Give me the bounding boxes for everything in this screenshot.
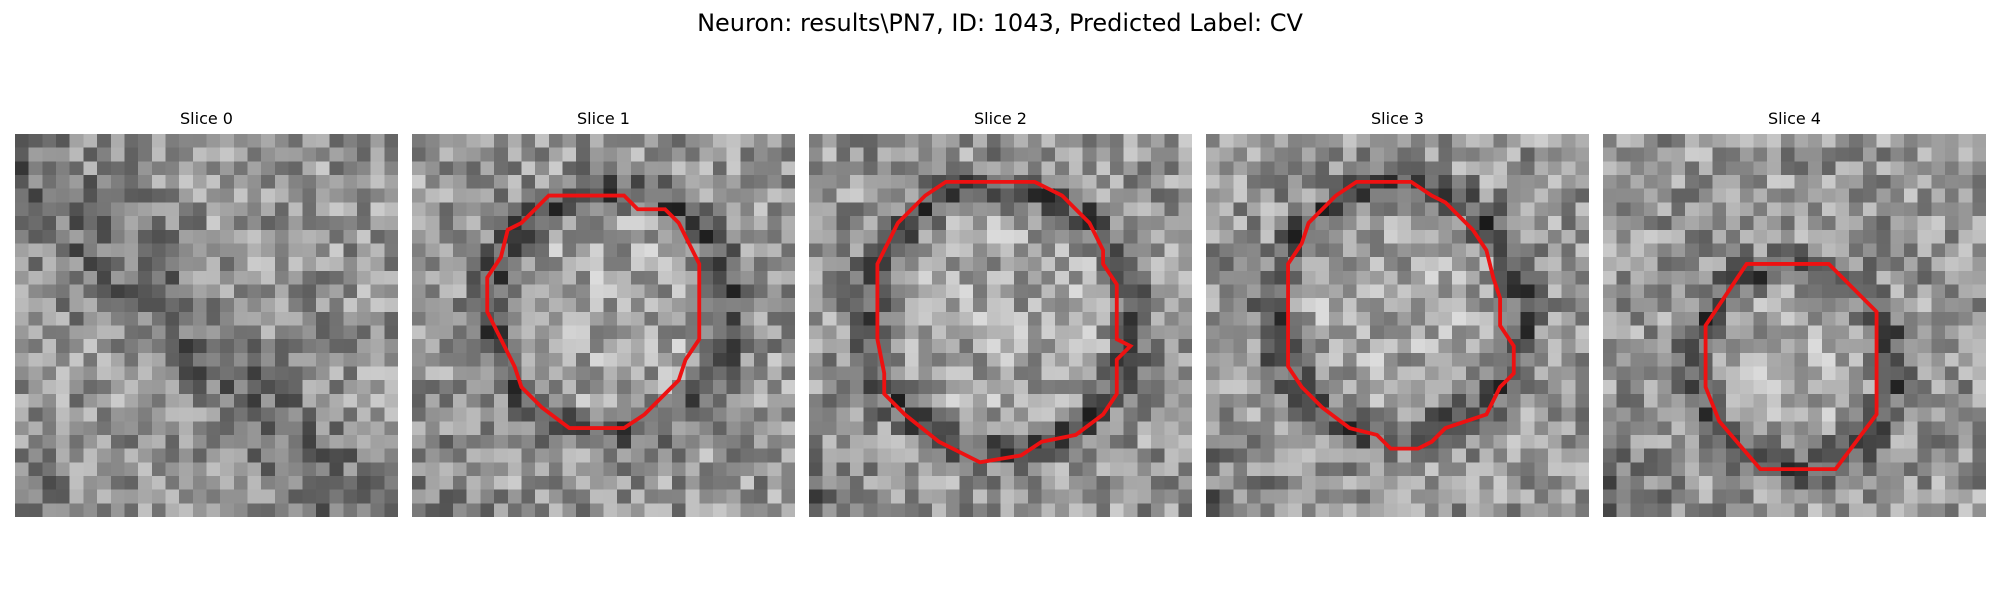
slice-pixels	[412, 134, 795, 517]
segmentation-contour	[1286, 179, 1516, 451]
figure-title: Neuron: results\PN7, ID: 1043, Predicted…	[697, 9, 1303, 37]
slice-title: Slice 0	[180, 109, 233, 128]
slice-pixels	[1603, 134, 1986, 517]
slice-title: Slice 2	[974, 109, 1027, 128]
slice-title: Slice 3	[1371, 109, 1424, 128]
slice-image	[809, 134, 1192, 517]
slice-pixels	[1206, 134, 1589, 517]
slice-image	[15, 134, 398, 517]
slice-image	[412, 134, 795, 517]
slice-image	[1603, 134, 1986, 517]
slice-pixels	[809, 134, 1192, 517]
slice-title: Slice 4	[1768, 109, 1821, 128]
segmentation-contour	[485, 193, 702, 431]
slice-image	[1206, 134, 1589, 517]
segmentation-contour	[1703, 262, 1879, 472]
slice-pixels	[15, 134, 398, 517]
segmentation-contour	[875, 179, 1134, 465]
slice-title: Slice 1	[577, 109, 630, 128]
